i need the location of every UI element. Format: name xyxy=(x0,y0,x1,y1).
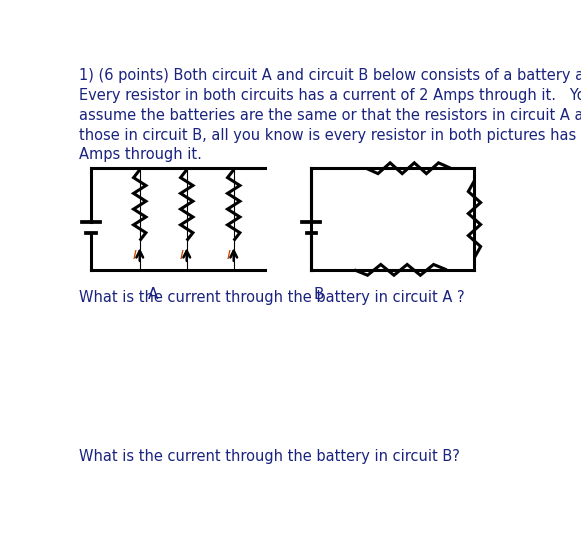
Text: B: B xyxy=(314,287,324,302)
Text: What is the current through the battery in circuit A ?: What is the current through the battery … xyxy=(80,290,465,305)
Text: A: A xyxy=(148,287,158,302)
Text: I: I xyxy=(133,249,137,262)
Text: I: I xyxy=(180,249,184,262)
Text: What is the current through the battery in circuit B?: What is the current through the battery … xyxy=(80,448,460,463)
Text: 1) (6 points) Both circuit A and circuit B below consists of a battery and three: 1) (6 points) Both circuit A and circuit… xyxy=(80,68,581,162)
Text: I: I xyxy=(227,249,231,262)
